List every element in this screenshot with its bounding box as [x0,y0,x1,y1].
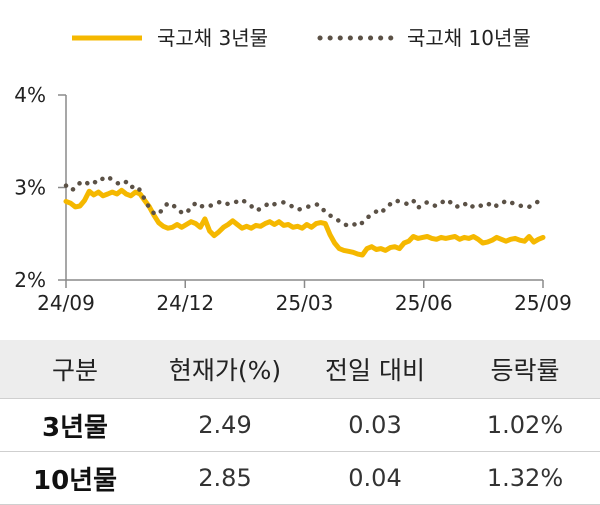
cell-rate: 1.32% [450,451,600,505]
header-current: 현재가(%) [150,340,300,399]
cell-change: 0.03 [300,398,450,452]
cell-change: 0.04 [300,451,450,505]
x-tick-label: 24/09 [37,291,95,315]
x-ticks: 24/09 24/12 25/03 25/06 25/09 [37,280,572,315]
cell-rate: 1.02% [450,398,600,452]
series-line-10y [63,174,546,229]
legend: 국고채 3년물 국고채 10년물 [72,26,531,50]
row-label: 3년물 [0,398,150,452]
y-tick-label: 2% [14,268,46,292]
table-row: 10년물 2.85 0.04 1.32% [0,451,600,505]
yield-chart: 국고채 3년물 국고채 10년물 4% 3% 2% 24/09 24/12 25/03 2… [14,26,572,315]
yield-summary-table: 구분 현재가(%) 전일 대비 등락률 3년물 2.49 0.03 1.02% … [0,340,600,505]
header-category: 구분 [0,340,150,399]
header-change: 전일 대비 [300,340,450,399]
y-ticks: 4% 3% 2% [14,83,66,292]
y-tick-label: 4% [14,83,46,107]
table-header-row: 구분 현재가(%) 전일 대비 등락률 [0,340,600,399]
yield-chart-svg: 국고채 3년물 국고채 10년물 4%3%2% 24/09 24/12 25/03 2… [14,26,572,315]
series-line-3y [63,187,546,258]
header-rate: 등락률 [450,340,600,399]
axes [65,95,543,281]
cell-current: 2.49 [150,398,300,452]
x-tick-label: 25/03 [276,291,334,315]
legend-label-10y: 국고채 10년물 [407,26,531,50]
series-group [63,174,546,258]
row-label: 10년물 [0,451,150,505]
cell-current: 2.85 [150,451,300,505]
x-tick-label: 24/12 [156,291,214,315]
legend-label-3y: 국고채 3년물 [157,26,268,50]
table-row: 3년물 2.49 0.03 1.02% [0,398,600,452]
x-tick-label: 25/06 [395,291,453,315]
y-tick-label: 3% [14,176,46,200]
x-tick-label: 25/09 [514,291,572,315]
